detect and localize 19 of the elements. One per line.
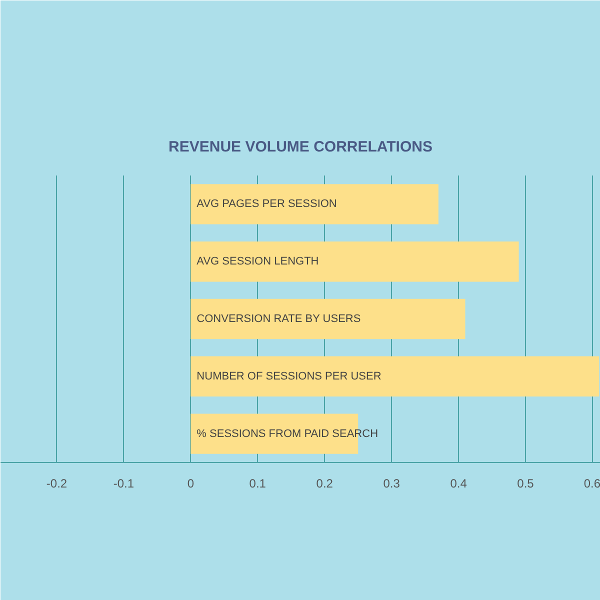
bar (190, 184, 438, 224)
bar (190, 356, 600, 396)
bar (190, 298, 466, 340)
x-tick-label: 0 (187, 476, 194, 490)
bar (190, 242, 519, 282)
y-tick-label: AVG PAGES PER SESSION (196, 198, 337, 210)
x-tick-label: -0.1 (113, 476, 134, 490)
y-tick-label: NUMBER OF SESSIONS PER USER (196, 370, 382, 382)
x-tick-label: 0.1 (249, 476, 266, 490)
x-tick-label: 0.6 (584, 476, 600, 490)
y-tick-label: % SESSIONS FROM PAID SEARCH (196, 428, 378, 440)
chart-title: REVENUE VOLUME CORRELATIONS (168, 138, 432, 156)
x-tick-label: 0.5 (517, 476, 534, 490)
x-tick-label: 0.4 (450, 476, 468, 490)
x-tick-label: 0.2 (316, 476, 334, 490)
x-tick-label: 0.3 (383, 476, 400, 490)
y-tick-label: AVG SESSION LENGTH (196, 256, 319, 268)
x-tick-label: -0.2 (46, 476, 68, 490)
y-tick-label: CONVERSION RATE BY USERS (196, 313, 361, 325)
